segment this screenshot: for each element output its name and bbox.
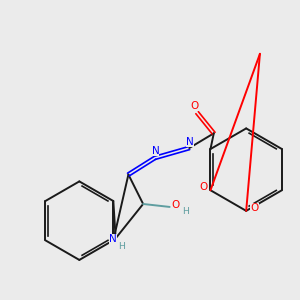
Text: N: N xyxy=(152,146,159,156)
Text: O: O xyxy=(190,101,199,111)
Text: O: O xyxy=(171,200,180,211)
Text: O: O xyxy=(199,182,207,192)
Text: H: H xyxy=(118,242,125,251)
Text: H: H xyxy=(182,207,189,216)
Text: O: O xyxy=(250,203,259,213)
Text: N: N xyxy=(186,136,194,147)
Text: N: N xyxy=(109,234,117,244)
